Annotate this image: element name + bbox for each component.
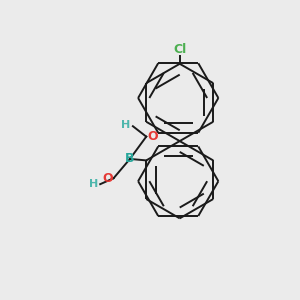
Text: O: O: [147, 130, 158, 142]
Text: H: H: [121, 120, 130, 130]
Text: H: H: [89, 179, 99, 189]
Text: B: B: [125, 152, 135, 165]
Text: Cl: Cl: [173, 43, 186, 56]
Text: O: O: [102, 172, 113, 185]
